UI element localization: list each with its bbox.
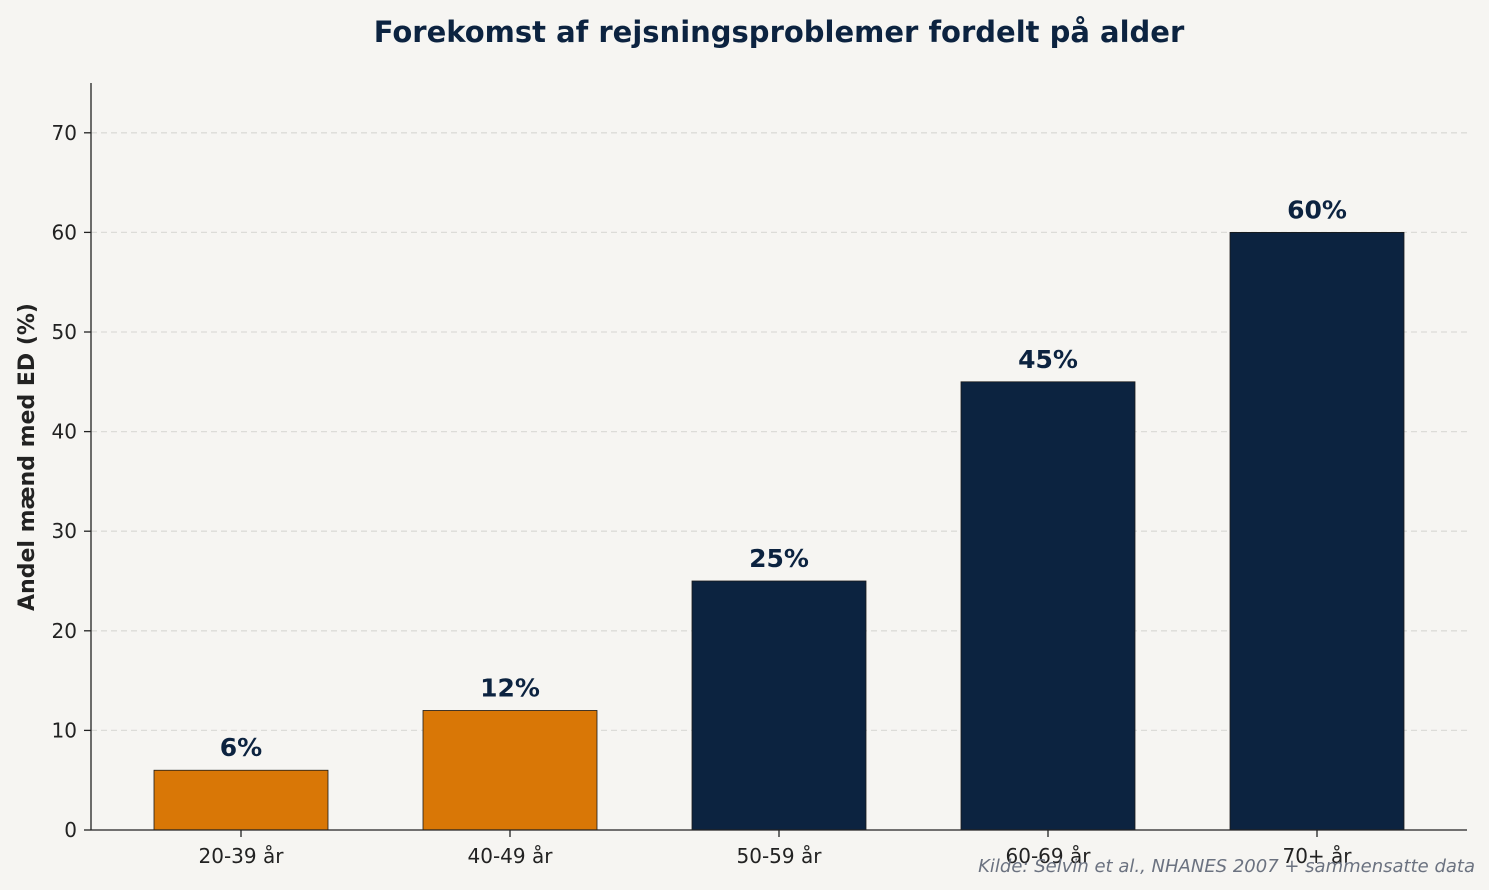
data-label: 6% <box>220 733 262 762</box>
data-label: 12% <box>480 673 540 702</box>
y-axis-label: Andel mænd med ED (%) <box>15 303 40 611</box>
y-tick-label: 70 <box>52 121 77 145</box>
x-tick-label: 20-39 år <box>199 844 285 868</box>
bar <box>1229 231 1405 831</box>
bar <box>960 381 1136 831</box>
x-tick-label: 50-59 år <box>737 844 823 868</box>
data-label: 60% <box>1287 195 1347 224</box>
x-tick-label: 60-69 år <box>1006 844 1092 868</box>
bar <box>153 769 329 831</box>
bar-layer <box>153 231 1405 831</box>
data-label: 25% <box>749 544 809 573</box>
y-tick-label: 10 <box>52 718 77 742</box>
data-label: 45% <box>1018 345 1078 374</box>
y-tick-label: 30 <box>52 519 77 543</box>
bar <box>691 580 867 831</box>
x-tick-label: 70+ år <box>1282 844 1352 868</box>
y-tick-label: 60 <box>52 220 77 244</box>
source-note: Kilde: Selvin et al., NHANES 2007 + samm… <box>978 856 1475 877</box>
y-tick-label: 40 <box>52 420 77 444</box>
y-tick-label: 50 <box>52 320 77 344</box>
axis-layer <box>84 83 1467 837</box>
bar <box>422 710 598 831</box>
y-tick-label: 0 <box>64 818 77 842</box>
y-tick-label: 20 <box>52 619 77 643</box>
label-layer: 0 10 20 30 40 50 60 70 6% 20-39 år 12% 40-49 år 25% 5… <box>52 121 1353 868</box>
chart-title: Forekomst af rejsningsproblemer fordelt … <box>374 15 1185 49</box>
x-tick-label: 40-49 år <box>468 844 554 868</box>
